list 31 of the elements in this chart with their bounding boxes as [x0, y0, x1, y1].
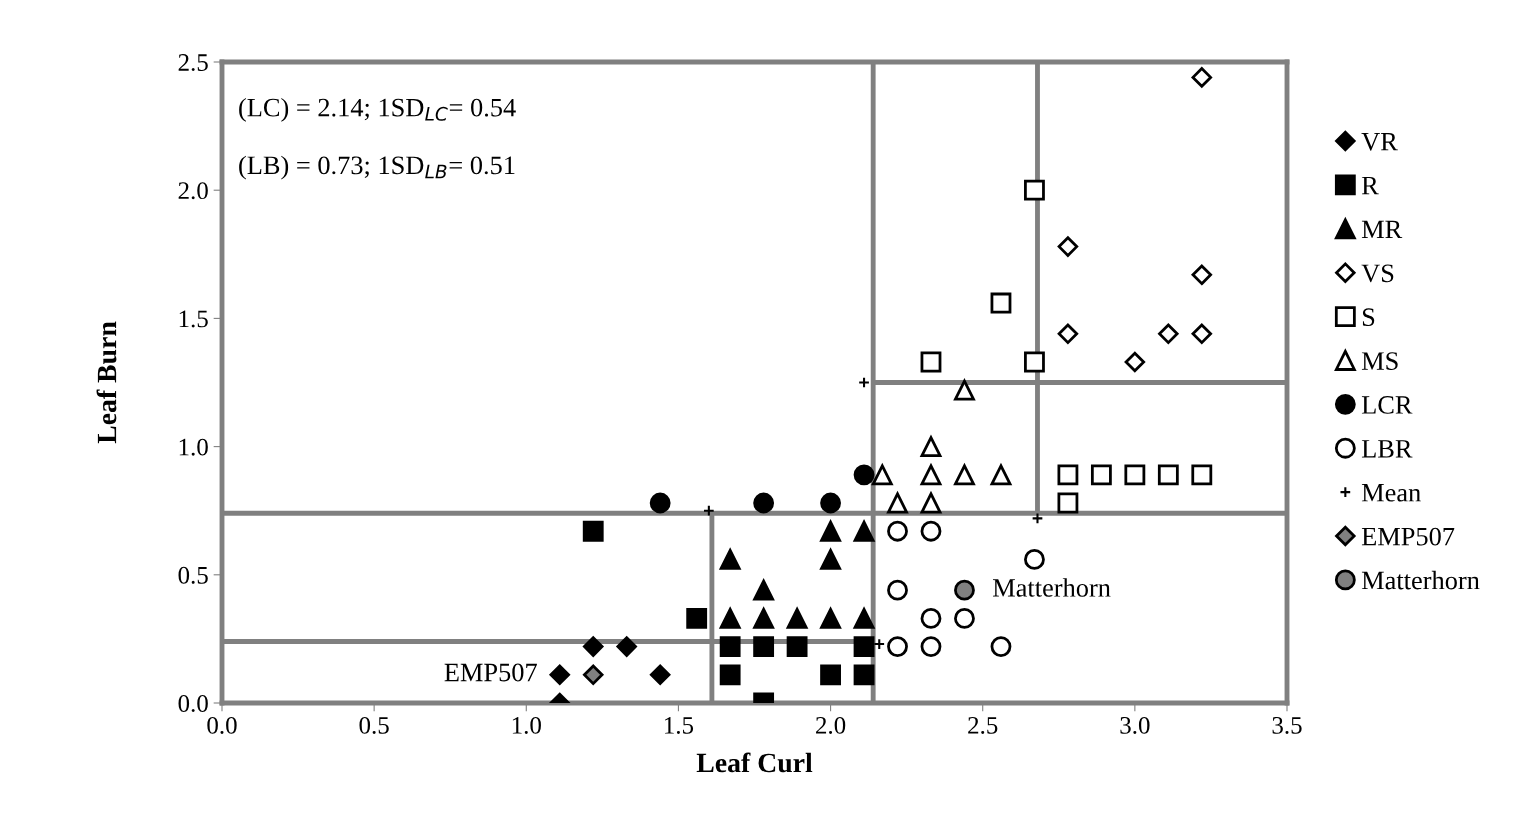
annotation: EMP507 [444, 663, 537, 682]
x-tick-label: 0.5 [359, 716, 389, 734]
legend-label: EMP507 [1361, 527, 1455, 546]
annotation: Matterhorn [992, 578, 1111, 597]
legend-label: Matterhorn [1361, 570, 1480, 590]
legend-label: LBR [1361, 440, 1413, 458]
legend-label: S [1362, 308, 1375, 327]
y-tick-label: 0.5 [178, 566, 208, 584]
y-axis-title: Leaf Burn [96, 321, 117, 444]
annotation: (LB) = 0.73; 1SD$_{LB}$= 0.51 [239, 155, 515, 180]
x-tick-label: 0.0 [207, 716, 237, 734]
x-tick-label: 1.0 [512, 716, 541, 734]
legend-label: MR [1361, 220, 1403, 239]
y-tick-label: 2.0 [178, 182, 208, 200]
x-tick-label: 2.0 [816, 716, 846, 734]
y-tick-label: 1.5 [179, 310, 208, 328]
y-tick-label: 1.0 [179, 438, 208, 456]
y-tick-label: 0.0 [178, 695, 208, 713]
x-tick-label: 2.5 [968, 716, 998, 734]
x-tick-label: 1.5 [665, 717, 694, 734]
annotation: (LC) = 2.14; 1SD$_{LC}$= 0.54 [239, 97, 516, 122]
y-tick-label: 2.5 [178, 54, 208, 72]
x-tick-label: 3.0 [1120, 716, 1150, 734]
legend-label: R [1361, 176, 1379, 195]
x-axis-title: Leaf Curl [696, 752, 813, 773]
legend-label: Mean [1361, 484, 1421, 502]
x-tick-label: 3.5 [1272, 716, 1302, 734]
legend-label: MS [1361, 352, 1398, 370]
legend-label: VR [1361, 133, 1398, 151]
legend-label: LCR [1361, 396, 1413, 414]
legend-label: VS [1361, 264, 1394, 283]
